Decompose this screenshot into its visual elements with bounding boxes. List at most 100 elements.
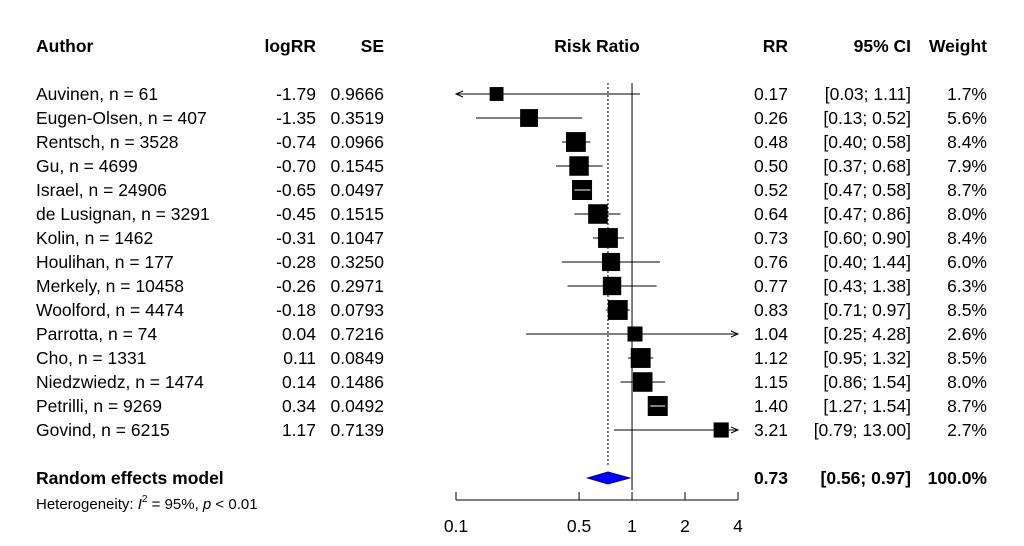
study-se: 0.1486 — [330, 372, 384, 392]
study-rr: 0.83 — [754, 300, 788, 320]
study-ci: [0.25; 4.28] — [823, 324, 911, 344]
study-ci: [0.95; 1.32] — [823, 348, 911, 368]
study-logrr: -0.70 — [276, 156, 316, 176]
study-se: 0.1545 — [330, 156, 384, 176]
x-axis-tick-label: 2 — [680, 516, 690, 536]
study-se: 0.0849 — [330, 348, 384, 368]
study-se: 0.1515 — [330, 204, 384, 224]
point-estimate-square — [632, 372, 653, 392]
study-ci: [0.40; 1.44] — [823, 252, 911, 272]
x-axis-tick-label: 0.5 — [567, 516, 591, 536]
study-rr: 0.76 — [754, 252, 788, 272]
x-axis-tick-label: 4 — [733, 516, 743, 536]
study-rr: 1.40 — [754, 396, 788, 416]
study-weight: 1.7% — [947, 84, 987, 104]
study-rr: 3.21 — [754, 420, 788, 440]
summary-label: Random effects model — [36, 468, 224, 488]
heterogeneity-i2-exp: 2 — [142, 494, 148, 505]
study-rr: 0.52 — [754, 180, 788, 200]
study-weight: 8.0% — [947, 204, 987, 224]
study-rr: 1.15 — [754, 372, 788, 392]
header-se: SE — [361, 36, 384, 56]
study-rr: 0.48 — [754, 132, 788, 152]
point-estimate-square — [627, 326, 643, 342]
heterogeneity-prefix: Heterogeneity: — [36, 496, 138, 513]
study-rr: 0.64 — [754, 204, 788, 224]
study-ci: [0.79; 13.00] — [814, 420, 911, 440]
study-author: Parrotta, n = 74 — [36, 324, 157, 344]
study-logrr: -0.28 — [276, 252, 316, 272]
study-author: Auvinen, n = 61 — [36, 84, 158, 104]
header-weight: Weight — [929, 36, 987, 56]
study-se: 0.3250 — [330, 252, 384, 272]
study-weight: 2.7% — [947, 420, 987, 440]
study-rows: Auvinen, n = 61 -1.79 0.9666 0.17 [0.03; 1.1… — [36, 84, 987, 440]
table-row: Cho, n = 1331 0.11 0.0849 1.12 [0.95; 1.32] 8… — [36, 348, 987, 368]
study-author: Govind, n = 6215 — [36, 420, 170, 440]
heterogeneity-i2-value: = 95%, — [147, 496, 202, 513]
ci-arrow-left — [454, 90, 464, 98]
point-estimate-square — [520, 109, 538, 127]
study-logrr: -0.74 — [276, 132, 316, 152]
study-se: 0.0793 — [330, 300, 384, 320]
study-logrr: 0.11 — [283, 348, 316, 368]
study-se: 0.7139 — [330, 420, 384, 440]
study-ci: [0.43; 1.38] — [823, 276, 911, 296]
heterogeneity-p-symbol: p — [202, 496, 211, 513]
point-estimate-square — [601, 252, 621, 272]
point-estimate-square — [607, 300, 628, 320]
point-estimate-square — [602, 276, 622, 296]
study-logrr: -1.79 — [276, 84, 316, 104]
study-se: 0.0492 — [330, 396, 384, 416]
table-row: Gu, n = 4699 -0.70 0.1545 0.50 [0.37; 0.68] 7… — [36, 156, 987, 176]
point-estimate-square — [569, 156, 589, 176]
study-weight: 8.7% — [947, 180, 987, 200]
header-logrr: logRR — [264, 36, 316, 56]
header-rr: RR — [763, 36, 789, 56]
table-row: Houlihan, n = 177 -0.28 0.3250 0.76 [0.40; 1… — [36, 252, 987, 272]
study-logrr: -0.31 — [276, 228, 316, 248]
study-ci: [0.60; 0.90] — [823, 228, 911, 248]
heterogeneity-text: Heterogeneity: I2 = 95%, p < 0.01 — [36, 494, 258, 513]
study-ci: [0.03; 1.11] — [825, 84, 911, 104]
study-author: Kolin, n = 1462 — [36, 228, 153, 248]
study-weight: 7.9% — [947, 156, 987, 176]
table-row: Israel, n = 24906 -0.65 0.0497 0.52 [0.47; 0… — [36, 180, 987, 200]
point-estimate-square — [588, 204, 608, 224]
summary-rr: 0.73 — [754, 468, 788, 488]
study-weight: 6.0% — [947, 252, 987, 272]
study-author: Houlihan, n = 177 — [36, 252, 174, 272]
study-author: Merkely, n = 10458 — [36, 276, 184, 296]
point-estimate-square — [713, 422, 729, 438]
header-ci: 95% CI — [854, 36, 911, 56]
study-author: Eugen-Olsen, n = 407 — [36, 108, 207, 128]
study-author: de Lusignan, n = 3291 — [36, 204, 210, 224]
study-logrr: -1.35 — [276, 108, 316, 128]
study-se: 0.7216 — [330, 324, 384, 344]
header-author: Author — [36, 36, 94, 56]
study-weight: 5.6% — [947, 108, 987, 128]
table-row: Petrilli, n = 9269 0.34 0.0492 1.40 [1.27; 1… — [36, 396, 987, 416]
study-se: 0.9666 — [330, 84, 384, 104]
study-se: 0.0497 — [330, 180, 384, 200]
study-se: 0.2971 — [330, 276, 384, 296]
heterogeneity-i2-symbol: I — [138, 496, 142, 513]
table-row: de Lusignan, n = 3291 -0.45 0.1515 0.64 [0.4… — [36, 204, 987, 224]
summary-weight: 100.0% — [928, 468, 988, 488]
table-row: Kolin, n = 1462 -0.31 0.1047 0.73 [0.60; 0.9… — [36, 228, 987, 248]
study-weight: 8.0% — [947, 372, 987, 392]
x-axis: 0.1 0.5 1 2 4 — [444, 492, 743, 536]
study-rr: 0.77 — [754, 276, 788, 296]
study-logrr: -0.65 — [276, 180, 316, 200]
study-ci: [0.47; 0.58] — [823, 180, 911, 200]
study-logrr: 0.04 — [282, 324, 316, 344]
study-weight: 8.5% — [947, 348, 987, 368]
table-row: Parrotta, n = 74 0.04 0.7216 1.04 [0.25; 4.2… — [36, 324, 987, 344]
study-logrr: 0.34 — [282, 396, 316, 416]
study-rr: 1.12 — [754, 348, 788, 368]
study-rr: 0.17 — [754, 84, 788, 104]
study-weight: 8.4% — [947, 132, 987, 152]
study-author: Gu, n = 4699 — [36, 156, 138, 176]
study-ci: [0.47; 0.86] — [823, 204, 911, 224]
